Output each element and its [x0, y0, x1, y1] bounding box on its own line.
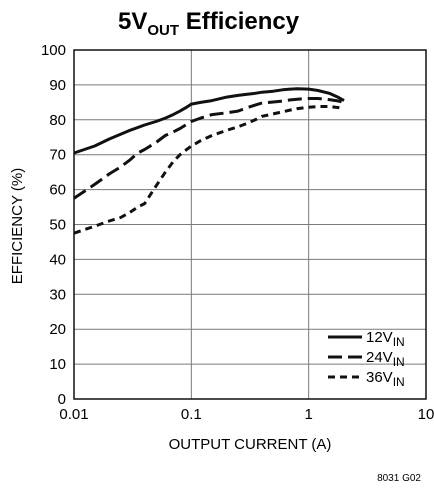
x-tick-label: 0.1	[181, 406, 202, 423]
legend-label: 24VIN	[366, 349, 405, 369]
y-tick-label: 50	[49, 217, 66, 234]
y-tick-label: 40	[49, 251, 66, 268]
legend-label: 12VIN	[366, 329, 405, 349]
plot-frame	[73, 49, 427, 400]
x-tick-label: 10	[418, 406, 434, 423]
figure-number: 8031 G02	[377, 473, 421, 484]
series-line	[73, 87, 345, 155]
x-tick-label: 1	[304, 406, 312, 423]
y-tick-label: 100	[41, 42, 66, 59]
series-lines	[73, 87, 345, 235]
y-tick-label: 60	[49, 182, 66, 199]
x-tick-label: 0.01	[59, 406, 88, 423]
chart-title: 5VOUT Efficiency	[118, 8, 300, 39]
y-tick-label: 20	[49, 321, 66, 338]
y-axis-label: EFFICIENCY (%)	[9, 168, 26, 284]
y-tick-label: 70	[49, 147, 66, 164]
series-line	[73, 105, 345, 235]
grid-lines	[74, 50, 426, 399]
y-tick-label: 80	[49, 112, 66, 129]
y-tick-label: 10	[49, 356, 66, 373]
legend-label: 36VIN	[366, 369, 405, 389]
y-tick-label: 30	[49, 286, 66, 303]
series-line	[73, 97, 345, 200]
y-tick-label: 0	[58, 391, 66, 408]
y-tick-label: 90	[49, 77, 66, 94]
tick-labels: 0 10 20 30 40 50 60 70 80 90 100 0.01 0.1 1 10	[41, 42, 434, 423]
x-axis-label: OUTPUT CURRENT (A)	[169, 436, 332, 453]
